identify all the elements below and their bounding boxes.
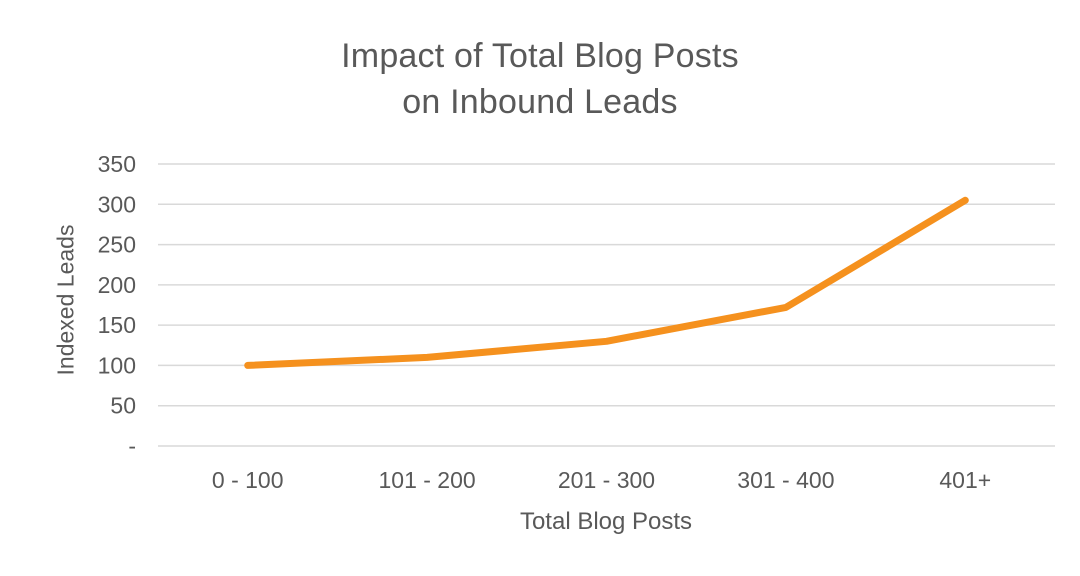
chart-title-line-1: Impact of Total Blog Posts xyxy=(341,37,739,75)
y-tick-label: 350 xyxy=(98,151,136,177)
x-tick-label: 101 - 200 xyxy=(378,467,475,493)
chart-title-line-2: on Inbound Leads xyxy=(402,83,678,121)
chart-title: Impact of Total Blog Posts on Inbound Le… xyxy=(0,33,1080,125)
y-tick-label: 250 xyxy=(98,232,136,258)
x-tick-label: 201 - 300 xyxy=(558,467,655,493)
y-tick-label: - xyxy=(128,433,136,459)
x-axis-title: Total Blog Posts xyxy=(519,508,693,535)
y-tick-label: 200 xyxy=(98,272,136,298)
y-tick-label: 50 xyxy=(110,393,136,419)
y-tick-label: 150 xyxy=(98,312,136,338)
data-series-line xyxy=(244,196,969,369)
y-tick-label: 300 xyxy=(98,191,136,217)
x-tick-label: 401+ xyxy=(939,467,991,493)
y-tick-label: 100 xyxy=(98,352,136,378)
x-tick-label: 0 - 100 xyxy=(212,467,284,493)
x-tick-label: 301 - 400 xyxy=(737,467,834,493)
